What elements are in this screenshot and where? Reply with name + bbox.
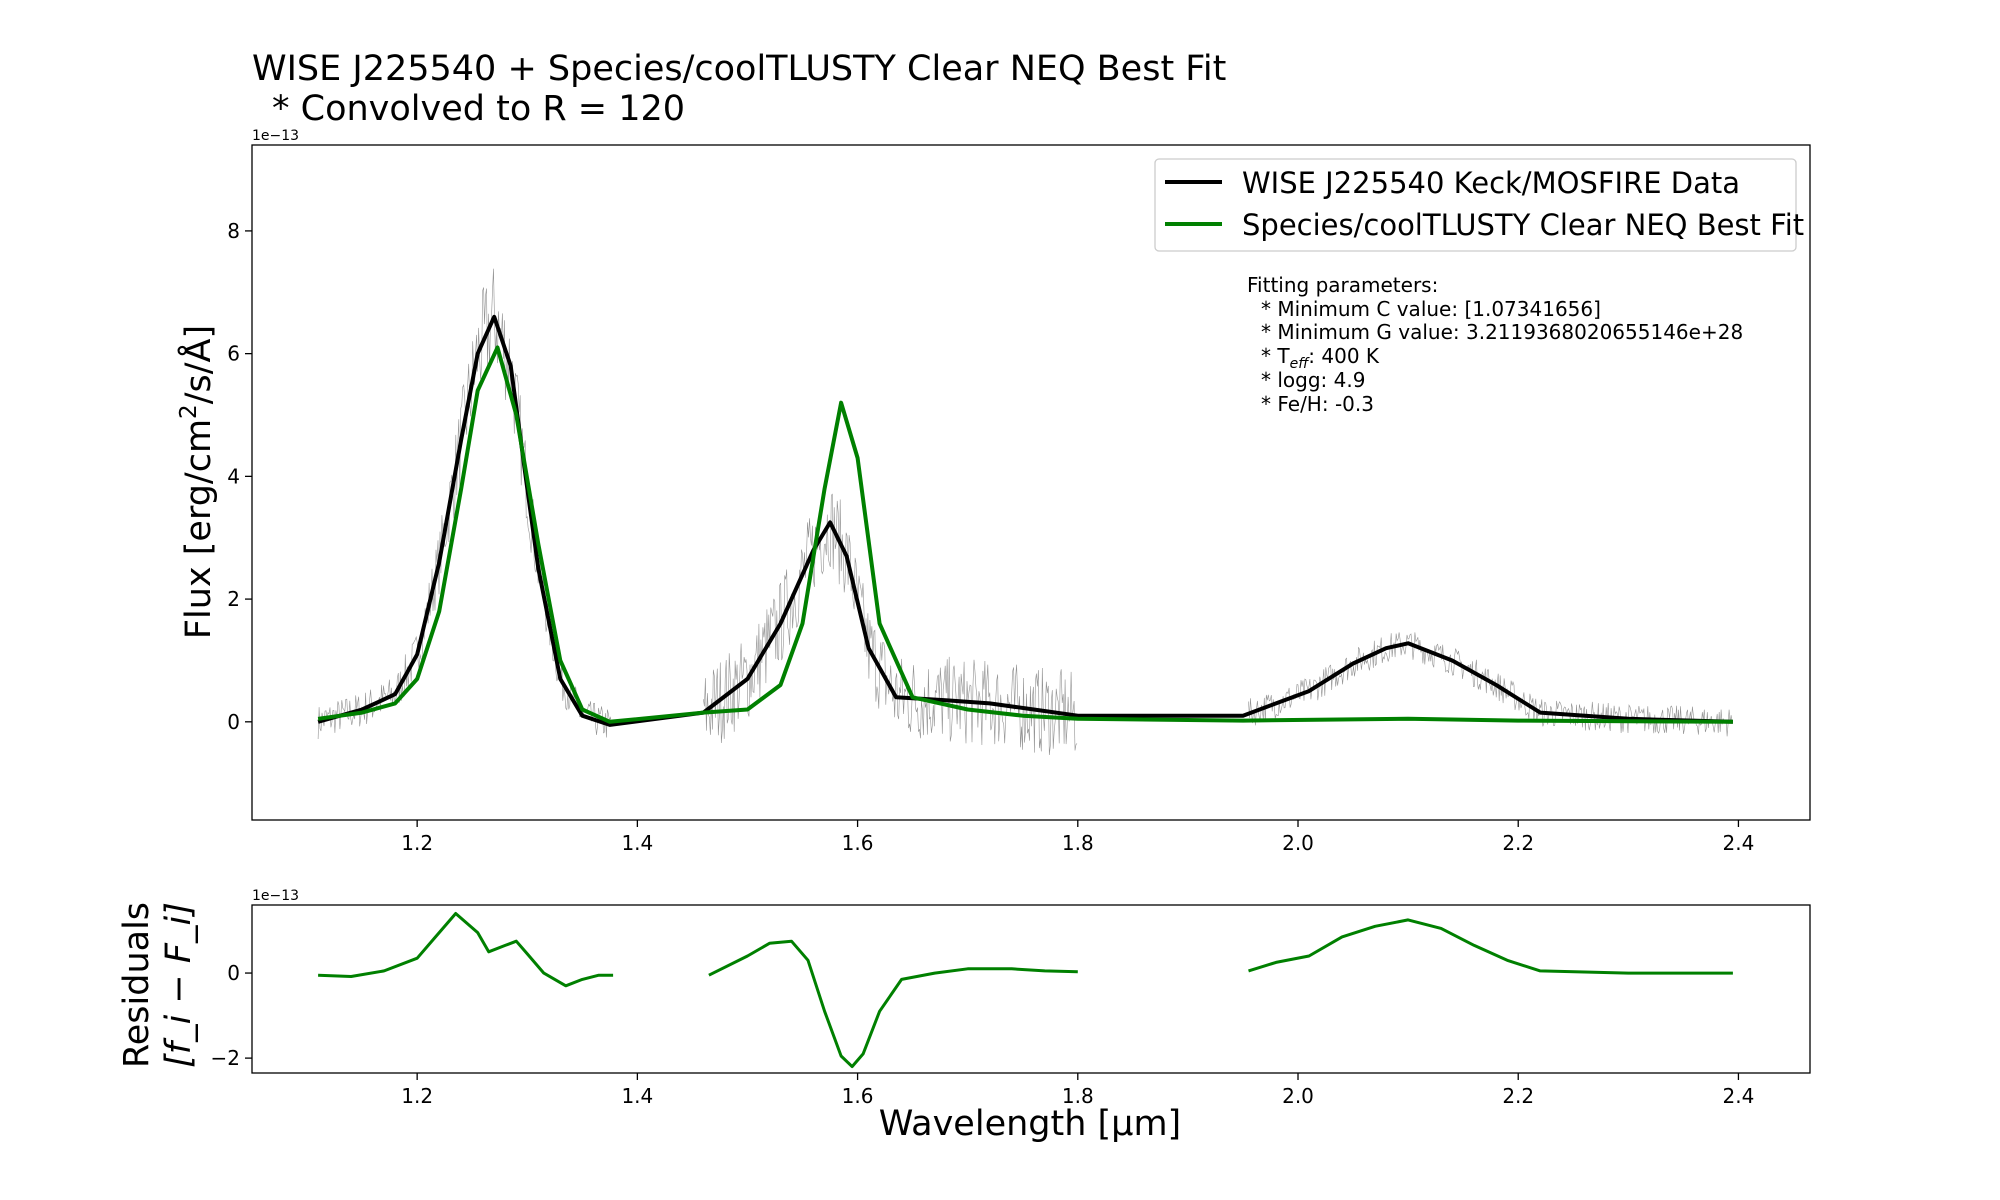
residual-series-lines: [318, 912, 1733, 1069]
main-offset-text: 1e−13: [252, 128, 299, 144]
main-x-ticks: 1.2 1.4 1.6 1.8 2.0 2.2 2.4: [401, 820, 1754, 855]
residual-ytick-label: −2: [211, 1046, 240, 1070]
ylabel-superscript: 2: [176, 404, 202, 419]
main-series-lines: [317, 314, 1733, 727]
residual-xtick-label: 2.2: [1502, 1084, 1534, 1108]
main-xtick-label: 2.0: [1282, 831, 1314, 855]
chart-title: WISE J225540 + Species/coolTLUSTY Clear …: [252, 49, 1226, 89]
ylabel-prefix: Flux [erg/cm: [179, 419, 219, 639]
residual-xtick-label: 1.2: [401, 1084, 433, 1108]
params-feh: * Fe/H: -0.3: [1261, 392, 1374, 416]
residual-panel: 1.2 1.4 1.6 1.8 2.0 2.2 2.4 −2 0 1e−13 Residual…: [117, 888, 1811, 1144]
main-y-axis-label: Flux [erg/cm2/s/Å]: [176, 325, 219, 639]
residual-xtick-label: 2.4: [1723, 1084, 1755, 1108]
main-xtick-label: 1.8: [1062, 831, 1094, 855]
main-xtick-label: 2.4: [1723, 831, 1755, 855]
main-panel: 1.2 1.4 1.6 1.8 2.0 2.2 2.4 0 2 4 6 8 1e−13 Flux […: [176, 128, 1811, 855]
main-y-ticks: 0 2 4 6 8: [227, 219, 252, 734]
residual-y-axis-label-line1: Residuals: [117, 902, 157, 1068]
chart-subtitle: * Convolved to R = 120: [272, 89, 685, 129]
residual-segment-3: [1248, 918, 1733, 975]
params-logg: * logg: 4.9: [1261, 368, 1365, 392]
residual-xtick-label: 1.8: [1062, 1084, 1094, 1108]
teff-prefix: * T: [1261, 344, 1290, 368]
residual-xtick-label: 1.4: [621, 1084, 653, 1108]
main-ytick-label: 6: [227, 342, 240, 366]
main-ytick-label: 4: [227, 464, 240, 488]
main-ytick-label: 0: [227, 710, 240, 734]
residual-y-ticks: −2 0: [211, 961, 252, 1070]
params-header: Fitting parameters:: [1247, 273, 1438, 297]
residual-y-axis-label-line2: [f_i − F_i]: [159, 902, 199, 1068]
main-ytick-label: 8: [227, 219, 240, 243]
x-axis-label: Wavelength [μm]: [879, 1104, 1181, 1144]
main-xtick-label: 1.4: [621, 831, 653, 855]
residual-ytick-label: 0: [227, 961, 240, 985]
main-ytick-label: 2: [227, 587, 240, 611]
residual-xtick-label: 1.6: [842, 1084, 874, 1108]
residual-x-ticks: 1.2 1.4 1.6 1.8 2.0 2.2 2.4: [401, 1073, 1754, 1108]
teff-suffix: : 400 K: [1308, 344, 1380, 368]
params-c-value: * Minimum C value: [1.07341656]: [1261, 297, 1601, 321]
params-teff: * Teff: 400 K: [1261, 344, 1380, 372]
fitting-parameters: Fitting parameters: * Minimum C value: […: [1247, 273, 1743, 416]
legend-model-label: Species/coolTLUSTY Clear NEQ Best Fit: [1242, 208, 1804, 242]
residual-segment-2: [708, 939, 1078, 1069]
legend: WISE J225540 Keck/MOSFIRE Data Species/c…: [1154, 158, 1804, 252]
data-series-line: [317, 314, 1733, 727]
residual-segment-1: [318, 912, 614, 988]
params-g-value: * Minimum G value: 3.2119368020655146e+2…: [1261, 320, 1743, 344]
residual-offset-text: 1e−13: [252, 888, 299, 904]
main-xtick-label: 2.2: [1502, 831, 1534, 855]
main-axes-frame: [251, 144, 1811, 821]
legend-data-label: WISE J225540 Keck/MOSFIRE Data: [1242, 166, 1740, 200]
model-series-line: [317, 345, 1733, 724]
ylabel-suffix: /s/Å]: [176, 325, 219, 404]
residual-axes-frame: [251, 904, 1811, 1074]
teff-subscript: eff: [1290, 356, 1311, 372]
residual-xtick-label: 2.0: [1282, 1084, 1314, 1108]
legend-box: [1154, 158, 1797, 252]
main-xtick-label: 1.2: [401, 831, 433, 855]
main-xtick-label: 1.6: [842, 831, 874, 855]
